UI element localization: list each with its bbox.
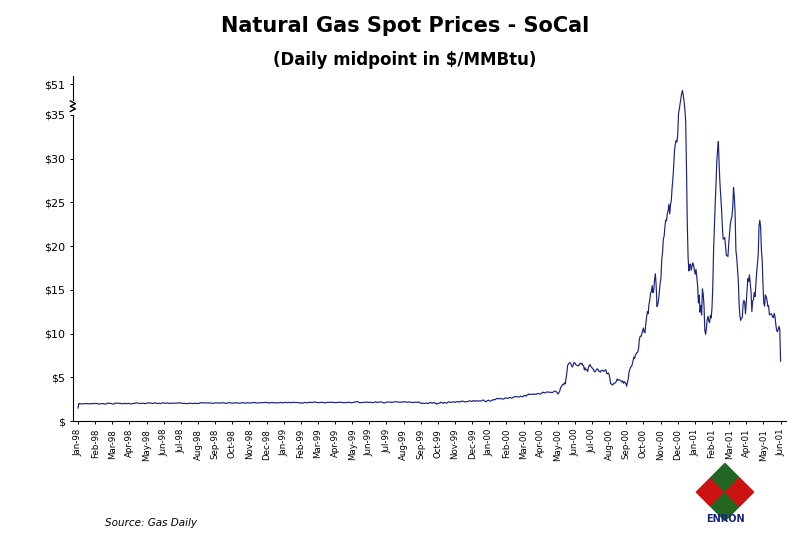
Bar [711, 463, 739, 492]
Text: Natural Gas Spot Prices - SoCal: Natural Gas Spot Prices - SoCal [221, 16, 589, 36]
Bar [697, 478, 725, 506]
Bar [711, 492, 739, 521]
Bar [725, 478, 753, 506]
Text: Source: Gas Daily: Source: Gas Daily [105, 518, 198, 528]
Text: (Daily midpoint in $/MMBtu): (Daily midpoint in $/MMBtu) [273, 51, 537, 69]
Text: ENRON: ENRON [706, 515, 744, 524]
